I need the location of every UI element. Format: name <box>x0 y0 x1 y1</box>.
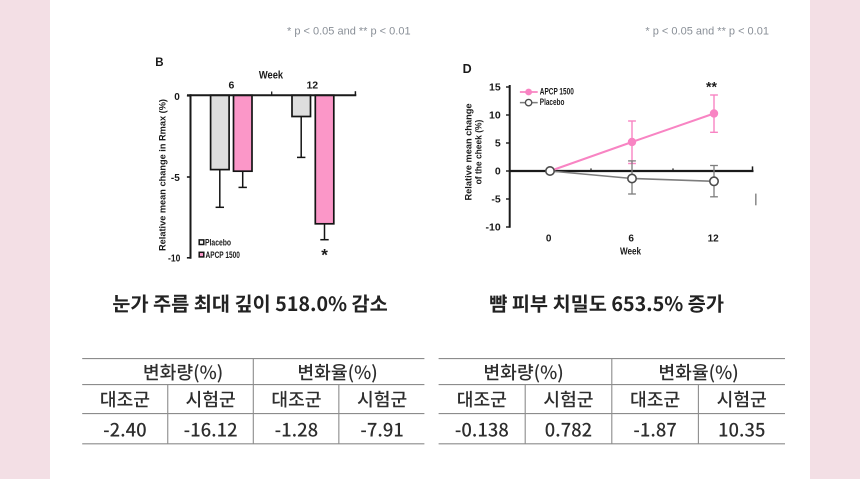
svg-text:15: 15 <box>489 82 501 94</box>
svg-text:6: 6 <box>228 79 234 91</box>
svg-text:Week: Week <box>259 70 284 82</box>
svg-text:0: 0 <box>174 92 180 103</box>
svg-text:10: 10 <box>489 110 501 122</box>
svg-text:-10: -10 <box>168 254 181 265</box>
svg-text:Relative mean change in Rmax (: Relative mean change in Rmax (%) <box>157 99 167 251</box>
svg-text:Placebo: Placebo <box>205 237 232 247</box>
svg-text:**: ** <box>706 79 717 95</box>
svg-text:APCP 1500: APCP 1500 <box>540 87 574 97</box>
svg-text:-5: -5 <box>171 173 180 184</box>
svg-text:*: * <box>321 246 328 265</box>
svg-text:-10: -10 <box>486 222 501 234</box>
svg-text:B: B <box>155 57 163 69</box>
svg-text:0: 0 <box>546 234 552 245</box>
svg-text:Week: Week <box>620 247 641 258</box>
svg-text:D: D <box>463 62 472 76</box>
svg-text:of the cheek (%): of the cheek (%) <box>474 120 485 185</box>
svg-text:* p < 0.05 and ** p < 0.01: * p < 0.05 and ** p < 0.01 <box>645 26 769 38</box>
svg-text:Placebo: Placebo <box>540 97 565 107</box>
svg-text:Relative mean change: Relative mean change <box>464 104 475 201</box>
svg-text:APCP 1500: APCP 1500 <box>206 250 240 260</box>
svg-text:12: 12 <box>306 79 318 91</box>
svg-text:0: 0 <box>495 166 501 178</box>
svg-text:5: 5 <box>495 138 501 150</box>
svg-text:12: 12 <box>708 234 720 245</box>
svg-text:* p < 0.05 and ** p < 0.01: * p < 0.05 and ** p < 0.01 <box>287 26 411 38</box>
svg-text:6: 6 <box>628 234 634 245</box>
svg-text:-5: -5 <box>491 194 500 206</box>
